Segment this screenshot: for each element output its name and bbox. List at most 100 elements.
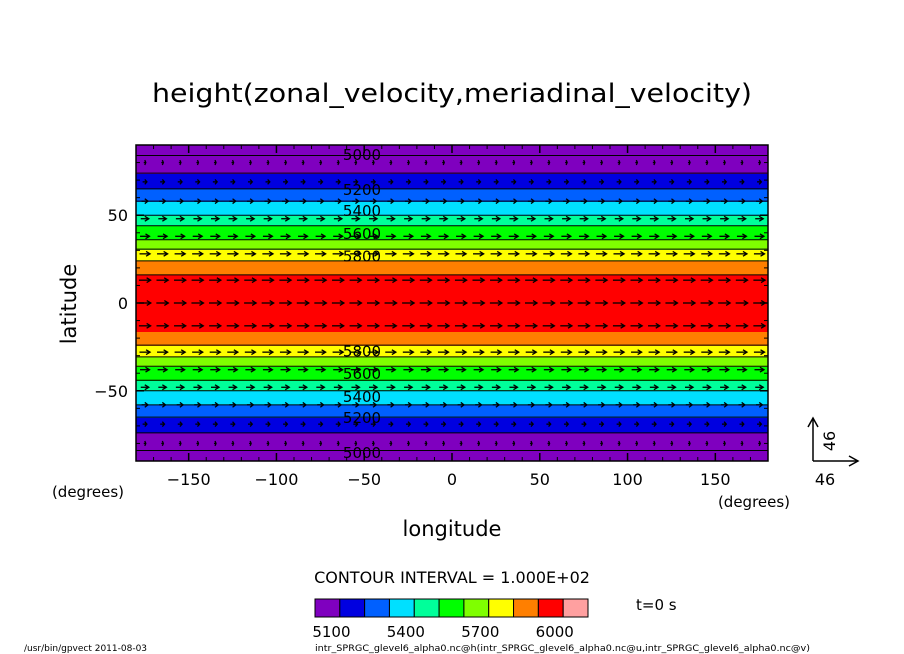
wind-vector	[142, 421, 148, 427]
wind-vector	[665, 277, 679, 284]
wind-vector	[419, 322, 433, 329]
wind-vector	[333, 366, 344, 373]
wind-vector	[196, 440, 200, 447]
wind-vector	[578, 349, 591, 356]
wind-vector	[456, 384, 467, 391]
height-band	[136, 174, 768, 189]
wind-vector	[143, 159, 147, 166]
wind-vector	[402, 277, 416, 284]
wind-vector	[297, 250, 310, 257]
wind-vector	[230, 179, 236, 185]
wind-vector	[403, 366, 415, 373]
wind-vector	[458, 179, 464, 185]
wind-vector	[139, 349, 152, 356]
wind-vector	[456, 233, 467, 240]
wind-vector	[349, 300, 363, 306]
wind-vector	[161, 440, 165, 447]
wind-vector	[227, 233, 239, 240]
wind-vector	[282, 198, 290, 205]
wind-vector	[209, 349, 222, 356]
wind-vector	[598, 401, 606, 408]
wind-vector	[298, 215, 309, 222]
vector-ref-y-label: 46	[820, 431, 839, 451]
wind-vector	[577, 300, 591, 306]
wind-vector	[140, 366, 151, 373]
wind-vector	[525, 322, 539, 329]
wind-vector	[755, 384, 765, 391]
wind-vector	[333, 384, 344, 391]
wind-vector	[420, 233, 432, 240]
wind-vector	[367, 349, 380, 356]
wind-vector	[247, 421, 254, 427]
wind-vector	[614, 215, 625, 222]
height-band	[136, 250, 768, 261]
wind-vector	[456, 366, 467, 373]
wind-vector	[490, 277, 503, 284]
wind-vector	[666, 233, 678, 240]
wind-vector	[650, 198, 659, 205]
wind-vector	[701, 349, 714, 356]
wind-vector	[209, 250, 222, 257]
wind-vector	[244, 322, 258, 329]
footer-left: /usr/bin/gpvect 2011-08-03	[24, 644, 147, 654]
wind-vector	[210, 384, 221, 391]
wind-vector	[352, 401, 360, 408]
wind-vector	[300, 421, 306, 427]
wind-vector	[387, 401, 395, 408]
wind-vector	[543, 349, 556, 356]
wind-vector	[631, 233, 643, 240]
wind-vector	[196, 159, 200, 166]
wind-vector	[315, 349, 327, 356]
wind-vector	[296, 300, 311, 306]
wind-vector	[600, 159, 603, 166]
wind-vector	[331, 300, 346, 306]
wind-vector	[193, 384, 203, 391]
wind-vector	[297, 349, 310, 356]
wind-vector	[631, 366, 643, 373]
wind-vector	[542, 322, 556, 329]
x-tick-label: −50	[347, 470, 381, 489]
wind-vector	[404, 198, 413, 205]
wind-vector	[475, 198, 483, 205]
wind-vector	[441, 179, 447, 185]
wind-vector	[249, 159, 252, 166]
wind-vector	[670, 440, 674, 447]
wind-vector	[686, 179, 693, 185]
wind-vector	[686, 421, 693, 427]
wind-vector	[316, 215, 326, 222]
wind-vector	[702, 384, 712, 391]
wind-vector	[265, 421, 271, 427]
wind-vector	[161, 159, 165, 166]
wind-vector	[665, 322, 679, 329]
wind-vector	[315, 250, 327, 257]
wind-vector	[491, 384, 502, 391]
height-band	[136, 275, 768, 332]
wind-vector	[176, 198, 185, 205]
wind-vector	[649, 233, 660, 240]
wind-vector	[630, 300, 644, 306]
wind-vector	[387, 198, 395, 205]
wind-vector	[440, 198, 448, 205]
wind-vector	[404, 215, 414, 222]
wind-vector	[367, 250, 380, 257]
wind-vector	[370, 179, 377, 185]
contour-labels: 5000 5200 5400 5600 5800 5800 5600 5400 5200 5000	[343, 146, 381, 462]
contour-lines	[136, 155, 768, 451]
wind-vector	[454, 300, 469, 306]
wind-vector	[384, 300, 398, 306]
chart-title: height(zonal_velocity,meriadinal_velocit…	[152, 79, 752, 109]
wind-vector	[648, 322, 661, 329]
wind-vector	[562, 215, 572, 222]
wind-vector	[174, 250, 187, 257]
wind-vector	[510, 198, 518, 205]
wind-vector	[720, 215, 730, 222]
contour-label: 5000	[343, 146, 381, 164]
wind-vector	[279, 250, 292, 257]
contour-label: 5600	[343, 225, 381, 243]
wind-vector	[283, 179, 289, 185]
height-band	[136, 381, 768, 391]
height-band	[136, 226, 768, 240]
wind-vector	[490, 349, 503, 356]
wind-vector	[367, 300, 381, 306]
wind-vector	[175, 384, 186, 391]
